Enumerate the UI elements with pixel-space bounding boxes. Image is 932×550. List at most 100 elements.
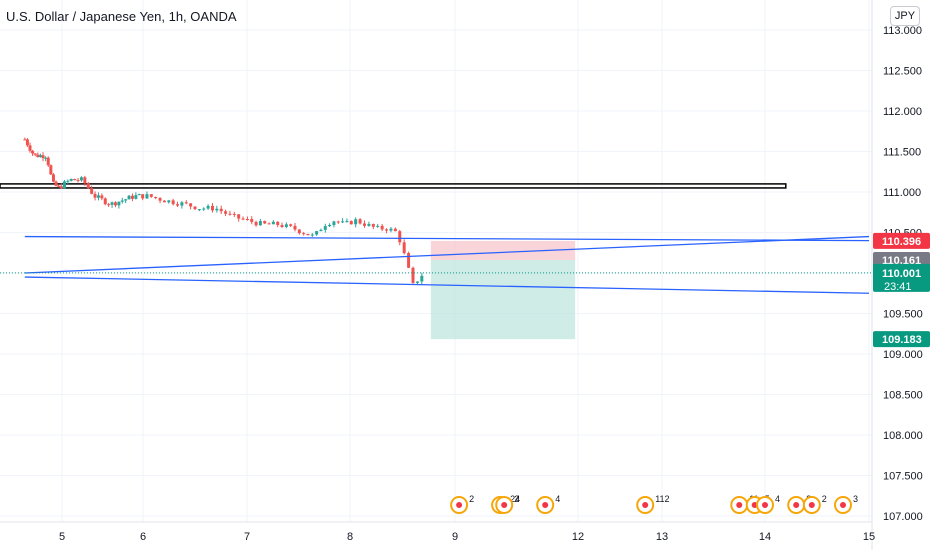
candle-down (280, 225, 284, 227)
candle-up (367, 223, 371, 226)
candle-down (36, 154, 40, 158)
candle-down (46, 157, 50, 166)
event-dot (642, 502, 649, 508)
target-price-label: 109.183 (882, 334, 922, 346)
candle-down (86, 183, 90, 189)
candle-down (237, 214, 241, 219)
candle-up (284, 224, 288, 227)
price-tick-label: 113.000 (883, 25, 922, 37)
candle-up (341, 221, 345, 223)
candle-up (420, 275, 424, 282)
candle-down (380, 225, 384, 230)
event-dot (808, 502, 815, 508)
stop-loss-zone (430, 240, 576, 260)
price-tick-label: 112.000 (883, 106, 922, 118)
event-count: 2 (822, 494, 827, 504)
candle-up (117, 201, 121, 206)
candle-down (254, 221, 258, 226)
trendline (24, 235, 870, 242)
candle-down (250, 219, 254, 222)
candle-up (44, 157, 48, 159)
candle-down (31, 150, 35, 154)
candle-up (328, 224, 332, 227)
candle-down (176, 204, 180, 206)
candle-down (113, 202, 117, 206)
candle-up (69, 178, 73, 181)
event-dot (793, 502, 800, 508)
candle-down (73, 178, 77, 181)
candle-down (232, 213, 236, 215)
candle-up (62, 181, 66, 189)
event-count: 112 (655, 494, 669, 504)
candle-up (110, 202, 114, 205)
last-price-label: 110.001 (882, 268, 921, 280)
candle-down (23, 139, 27, 141)
candle-down (57, 185, 61, 187)
candle-up (415, 281, 419, 283)
candle-down (154, 196, 158, 199)
candle-down (411, 267, 415, 283)
event-dot (542, 502, 549, 508)
stop-price-label: 110.396 (882, 236, 921, 248)
candle-down (76, 180, 80, 182)
event-dot (456, 502, 463, 508)
time-tick-label: 12 (572, 531, 584, 543)
candle-down (358, 219, 362, 224)
candle-up (66, 180, 70, 182)
event-count: 4 (775, 494, 780, 504)
candle-down (189, 203, 193, 207)
candle-up (167, 200, 171, 203)
candle-down (54, 181, 58, 186)
candle-down (306, 233, 310, 236)
candle-up (202, 208, 206, 210)
candle-down (107, 204, 111, 206)
candle-up (319, 229, 323, 232)
candle-up (345, 221, 349, 223)
candle-down (349, 221, 353, 225)
event-dot (736, 502, 743, 508)
candle-down (25, 139, 29, 146)
candle-down (393, 228, 397, 232)
candle-down (228, 213, 232, 215)
time-tick-label: 6 (140, 531, 146, 543)
last-price-box (873, 263, 930, 292)
candle-down (130, 195, 134, 199)
currency-button[interactable]: JPY (890, 6, 920, 26)
candle-up (124, 199, 128, 201)
candle-down (193, 206, 197, 210)
price-tick-label: 109.000 (883, 349, 923, 361)
candle-up (120, 200, 124, 202)
candle-up (323, 226, 327, 230)
candle-down (293, 225, 297, 230)
price-tick-label: 111.500 (883, 147, 921, 159)
candle-down (184, 202, 188, 204)
candle-down (93, 193, 97, 198)
candle-up (96, 195, 100, 198)
target-price-label-box (873, 331, 930, 348)
price-tick-label: 107.500 (883, 471, 923, 483)
countdown-label: 23:41 (884, 281, 912, 293)
time-tick-label: 9 (452, 531, 458, 543)
candle-up (206, 205, 210, 209)
candle-down (103, 198, 107, 205)
candle-down (33, 153, 37, 155)
candle-down (59, 186, 63, 189)
candle-down (241, 218, 245, 220)
candle-down (289, 224, 293, 226)
event-dot (840, 502, 846, 508)
candle-down (245, 219, 249, 221)
candle-down (402, 242, 406, 254)
price-tick-label: 108.000 (883, 430, 923, 442)
event-dot (501, 502, 508, 508)
event-count: 3 (853, 494, 858, 504)
candle-up (258, 221, 262, 226)
candle-down (224, 211, 228, 214)
candle-down (267, 223, 271, 225)
resistance-zone (0, 183, 787, 189)
event-count: 2 (514, 494, 519, 504)
candle-down (210, 205, 214, 211)
candle-down (219, 208, 223, 212)
candle-up (389, 228, 393, 231)
candle-down (149, 194, 153, 197)
